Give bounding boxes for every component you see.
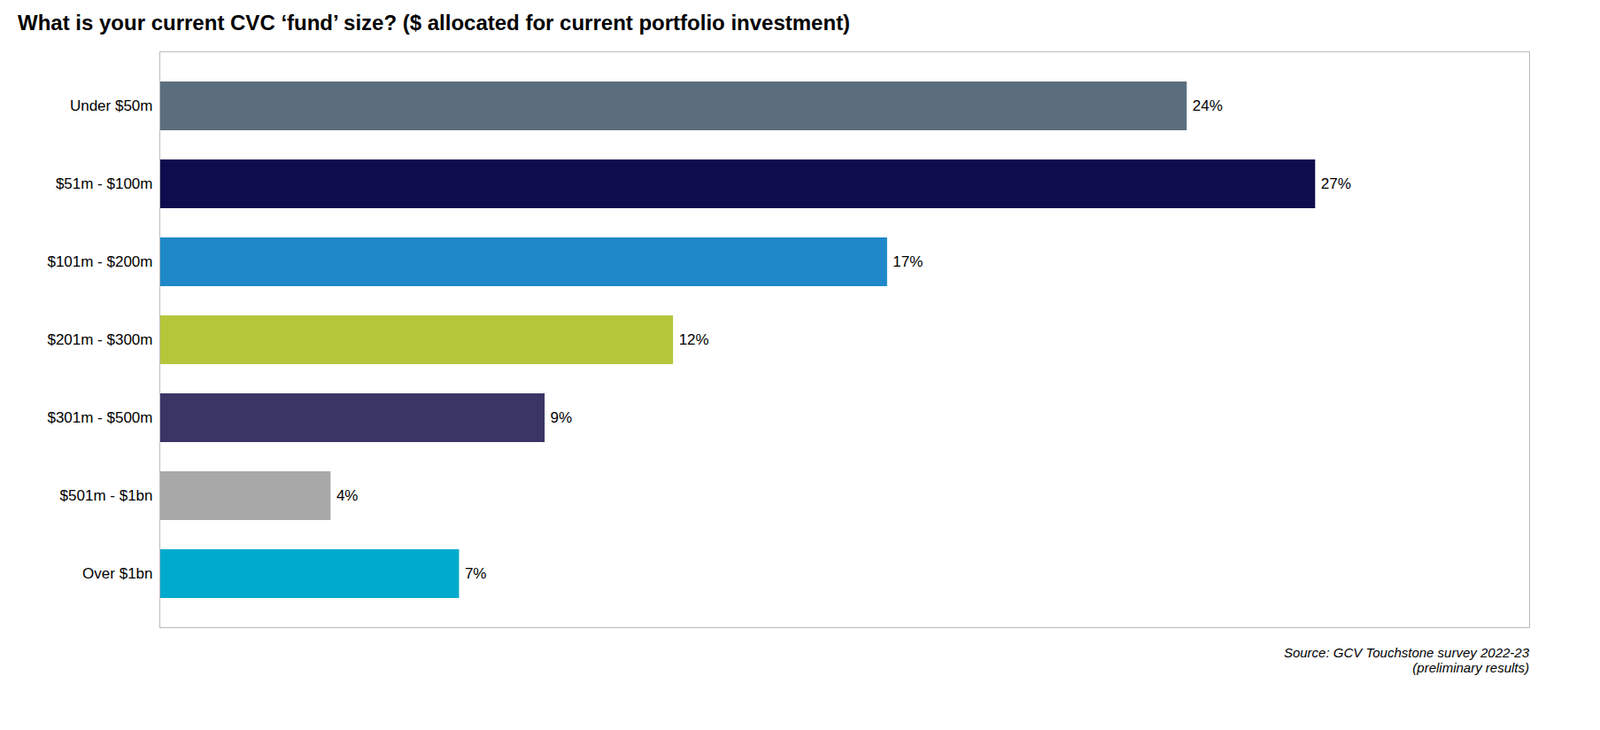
svg-text:24%: 24% bbox=[1192, 97, 1223, 115]
svg-text:$101m - $200m: $101m - $200m bbox=[46, 253, 153, 271]
svg-text:7%: 7% bbox=[464, 564, 487, 582]
svg-text:9%: 9% bbox=[550, 409, 573, 426]
svg-text:$301m - $500m: $301m - $500m bbox=[46, 409, 153, 426]
html-text:What is your current CVC ‘fund: What is your current CVC ‘fund’ size? ($… bbox=[17, 10, 851, 35]
svg-text:12%: 12% bbox=[679, 331, 710, 348]
svg-text:$501m - $1bn: $501m - $1bn bbox=[60, 486, 154, 504]
html-text:Source: GCV Touchstone survey: Source: GCV Touchstone survey 2022-23 (p… bbox=[1283, 644, 1530, 675]
svg-text:$201m - $300m: $201m - $300m bbox=[46, 331, 153, 348]
svg-text:Under $50m: Under $50m bbox=[69, 97, 154, 115]
svg-text:27%: 27% bbox=[1321, 175, 1352, 193]
svg-text:17%: 17% bbox=[892, 253, 923, 271]
svg-text:Over $1bn: Over $1bn bbox=[82, 564, 153, 582]
svg-text:4%: 4% bbox=[336, 486, 359, 504]
svg-text:$51m - $100m: $51m - $100m bbox=[55, 175, 154, 193]
